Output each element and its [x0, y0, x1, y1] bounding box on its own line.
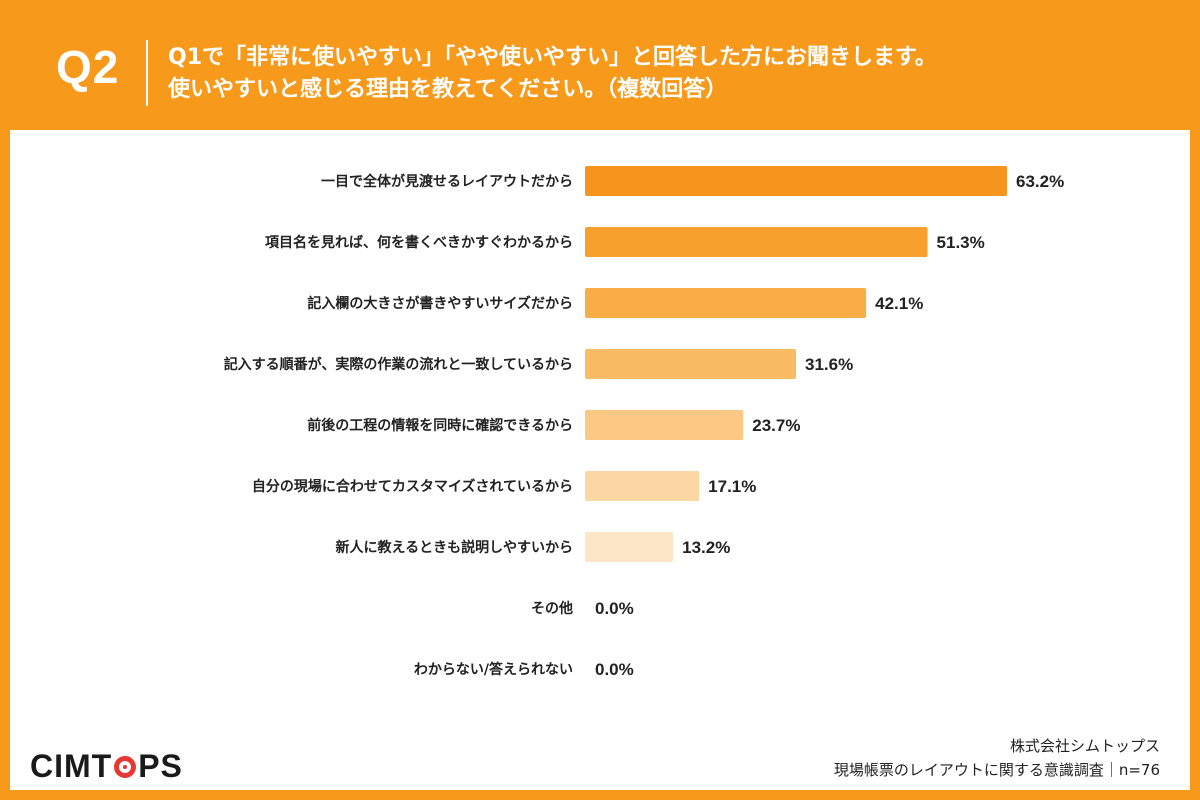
value-label: 63.2% — [1016, 172, 1064, 191]
bar — [585, 349, 796, 379]
value-label: 42.1% — [875, 294, 923, 313]
header-banner: Q2 Q1で「非常に使いやすい」「やや使いやすい」と回答した方にお聞きします。 … — [0, 0, 1200, 130]
bar — [585, 471, 700, 501]
category-label: 項目名を見れば、何を書くべきかすぐわかるから — [265, 234, 573, 251]
logo-text-left: CIMT — [30, 748, 113, 784]
question-line-2: 使いやすいと感じる理由を教えてください。（複数回答） — [168, 77, 728, 102]
category-label: 新人に教えるときも説明しやすいから — [336, 539, 573, 556]
question-number: Q2 — [56, 41, 120, 93]
logo-text-right: PS — [138, 748, 183, 784]
source-note: 株式会社シムトップス 現場帳票のレイアウトに関する意識調査｜n=76 — [834, 734, 1160, 782]
category-label: わからない/答えられない — [414, 661, 573, 678]
question-text: Q1で「非常に使いやすい」「やや使いやすい」と回答した方にお聞きします。 使いや… — [168, 42, 1168, 106]
category-label: その他 — [531, 600, 573, 617]
category-label: 記入欄の大きさが書きやすいサイズだから — [307, 295, 573, 312]
header-divider — [146, 40, 148, 106]
survey-info: 現場帳票のレイアウトに関する意識調査｜n=76 — [833, 761, 1160, 779]
value-label: 13.2% — [682, 538, 730, 557]
value-label: 31.6% — [805, 355, 853, 374]
logo-o-icon — [114, 755, 137, 778]
bar — [585, 227, 928, 257]
value-label: 23.7% — [752, 416, 800, 435]
bar — [585, 410, 744, 440]
category-label: 前後の工程の情報を同時に確認できるから — [307, 417, 573, 434]
value-label: 0.0% — [595, 599, 634, 618]
bar — [585, 166, 1007, 196]
category-label: 自分の現場に合わせてカスタマイズされているから — [252, 478, 573, 495]
value-label: 51.3% — [937, 233, 985, 252]
value-label: 0.0% — [595, 660, 634, 679]
question-line-1: Q1で「非常に使いやすい」「やや使いやすい」と回答した方にお聞きします。 — [168, 45, 937, 70]
value-label: 17.1% — [708, 477, 756, 496]
company-name: 株式会社シムトップス — [1009, 737, 1160, 755]
bar — [585, 532, 674, 562]
cimtops-logo: CIMT PS — [30, 748, 183, 785]
bar — [585, 288, 867, 318]
category-label: 一目で全体が見渡せるレイアウトだから — [321, 173, 573, 190]
category-label: 記入する順番が、実際の作業の流れと一致しているから — [224, 356, 573, 373]
